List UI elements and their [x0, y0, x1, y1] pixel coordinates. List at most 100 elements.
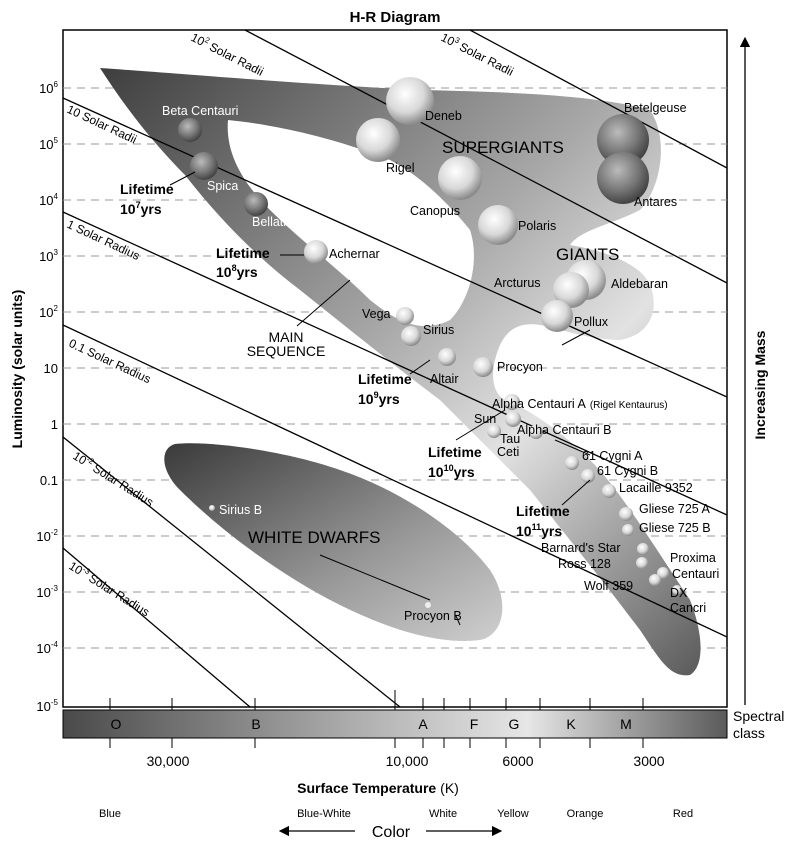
color-orange: Orange	[567, 808, 604, 820]
star-cancri: Cancri	[670, 601, 706, 615]
white-dwarfs-region	[164, 443, 503, 641]
spectral-b: B	[251, 716, 260, 732]
svg-text:1010yrs: 1010yrs	[428, 463, 475, 480]
star-arcturus: Arcturus	[494, 276, 541, 290]
chart-title: H-R Diagram	[350, 9, 441, 26]
star-canopus: Canopus	[410, 204, 460, 218]
spectral-o: O	[111, 716, 122, 732]
y-axis-label: Luminosity (solar units)	[9, 290, 25, 449]
color-names: Blue Blue-White White Yellow Orange Red	[99, 808, 693, 820]
star-procyon-b: Procyon B	[404, 609, 462, 623]
radius-lines	[63, 30, 727, 707]
svg-text:106: 106	[39, 80, 58, 96]
x-tick-6000: 6000	[502, 753, 533, 769]
star-procyon: Procyon	[497, 360, 543, 374]
lifetime-3-unit: yrs	[379, 391, 400, 407]
svg-text:Lifetime: Lifetime	[516, 503, 570, 519]
spectral-a: A	[418, 716, 428, 732]
y-tick-7: 1	[51, 417, 58, 432]
svg-text:10-4: 10-4	[36, 640, 58, 656]
lifetime-labels: Lifetime 107yrs Lifetime 108yrs Lifetime…	[120, 181, 570, 539]
y-tick-2-base: 10	[39, 137, 53, 152]
svg-text:10-3: 10-3	[36, 584, 58, 600]
star-tau: Tau	[500, 432, 520, 446]
star-ross-128: Ross 128	[558, 557, 611, 571]
star-aldebaran: Aldebaran	[611, 277, 668, 291]
star-lacaille-9352: Lacaille 9352	[619, 481, 693, 495]
pointer-lines	[169, 171, 591, 626]
x-tick-3000: 3000	[633, 753, 664, 769]
star-dx: DX	[670, 586, 688, 600]
lifetime-5-value: 10	[516, 523, 532, 539]
svg-text:103: 103	[39, 248, 58, 264]
y-tick-9-base: 10	[36, 529, 50, 544]
y-tick-8: 0.1	[40, 473, 58, 488]
lifetime-2-value: 10	[216, 264, 232, 280]
lifetime-1-value: 10	[120, 201, 136, 217]
svg-text:10-2: 10-2	[36, 528, 58, 544]
star-ceti: Ceti	[497, 445, 519, 459]
spectral-class-label-1: Spectral	[733, 708, 784, 724]
spectral-band	[62, 709, 728, 739]
x-axis-ticks: 30,000 10,000 6000 3000	[147, 753, 665, 769]
x-tick-30000: 30,000	[147, 753, 190, 769]
y-tick-12-exp: -5	[51, 698, 59, 707]
svg-text:108yrs: 108yrs	[216, 263, 258, 280]
lifetime-4-label: Lifetime	[428, 444, 482, 460]
svg-text:10-5: 10-5	[36, 698, 58, 714]
lifetime-5-label: Lifetime	[516, 503, 570, 519]
star-wolf-359: Wolf 359	[584, 579, 633, 593]
star-altair: Altair	[430, 372, 458, 386]
y-tick-12-base: 10	[36, 699, 50, 714]
radius-label-1-exp: 2	[203, 35, 212, 45]
lifetime-5-unit: yrs	[541, 523, 562, 539]
spectral-k: K	[566, 716, 576, 732]
giants-label: GIANTS	[556, 245, 619, 264]
lifetime-5-exp: 11	[532, 522, 542, 532]
lifetime-2-exp: 8	[232, 263, 237, 273]
color-red: Red	[673, 808, 693, 820]
star-rigel-kentaurus: (Rigel Kentaurus)	[590, 400, 668, 411]
spectral-g: G	[509, 716, 520, 732]
color-axis-label: Color	[372, 824, 411, 841]
svg-text:Lifetime: Lifetime	[216, 245, 270, 261]
star-gliese-725-b: Gliese 725 B	[639, 521, 711, 535]
lifetime-1-unit: yrs	[141, 201, 162, 217]
lifetime-3-label: Lifetime	[358, 371, 412, 387]
y-tick-4-base: 10	[39, 249, 53, 264]
main-sequence-label-2: SEQUENCE	[247, 343, 326, 359]
star-alpha-centauri-b: Alpha Centauri B	[517, 423, 612, 437]
star-proxima: Proxima	[670, 551, 716, 565]
svg-text:102: 102	[39, 304, 58, 320]
svg-text:109yrs: 109yrs	[358, 390, 400, 407]
star-achernar: Achernar	[329, 247, 380, 261]
star-centauri: Centauri	[672, 567, 719, 581]
y-tick-5-base: 10	[39, 305, 53, 320]
star-beta-centauri: Beta Centauri	[162, 104, 238, 118]
star-polaris: Polaris	[518, 219, 556, 233]
svg-text:Alpha Centauri A(Rigel Kentaur: Alpha Centauri A (Rigel Kentaurus)	[492, 397, 668, 411]
star-betelgeuse: Betelgeuse	[624, 101, 687, 115]
svg-text:Lifetime: Lifetime	[428, 444, 482, 460]
svg-text:105: 105	[39, 136, 58, 152]
x-tick-10000: 10,000	[386, 753, 429, 769]
star-gliese-725-a: Gliese 725 A	[639, 502, 711, 516]
svg-text:Lifetime: Lifetime	[120, 181, 174, 197]
radius-label-6-exp: -2	[85, 455, 96, 467]
star-rigel: Rigel	[386, 161, 415, 175]
star-bellatrix: Bellatrix	[252, 215, 297, 229]
y-tick-2-exp: 5	[54, 136, 59, 145]
y-tick-10-exp: -3	[51, 584, 59, 593]
svg-text:Lifetime: Lifetime	[358, 371, 412, 387]
lifetime-1-exp: 7	[136, 200, 141, 210]
y-tick-4-exp: 3	[54, 248, 59, 257]
svg-text:107yrs: 107yrs	[120, 200, 162, 217]
star-pollux: Pollux	[574, 315, 609, 329]
color-blue-white: Blue-White	[297, 808, 351, 820]
lifetime-2-label: Lifetime	[216, 245, 270, 261]
color-yellow: Yellow	[497, 808, 528, 820]
main-sequence-label-1: MAIN	[269, 329, 304, 345]
spectral-class-label-2: class	[733, 725, 765, 741]
x-axis-unit: (K)	[440, 780, 459, 796]
